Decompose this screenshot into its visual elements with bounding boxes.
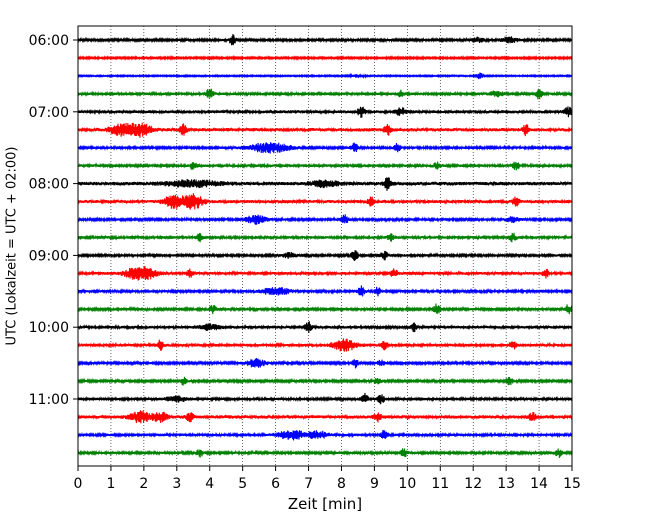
minute-grid bbox=[110, 26, 540, 466]
x-tick-label: 0 bbox=[74, 476, 83, 492]
y-tick-label: 09:00 bbox=[29, 248, 69, 264]
x-tick-label: 1 bbox=[106, 476, 115, 492]
x-tick-label: 11 bbox=[431, 476, 449, 492]
seismogram-trace-1115 bbox=[77, 410, 573, 424]
y-tick-label: 06:00 bbox=[29, 33, 69, 49]
seismogram-trace-0915 bbox=[77, 265, 573, 281]
seismogram-trace-1045 bbox=[77, 376, 573, 386]
seismogram-trace-0645 bbox=[77, 88, 573, 100]
seismogram-trace-0730 bbox=[77, 142, 573, 154]
seismogram-trace-1130 bbox=[77, 430, 573, 441]
x-tick-label: 14 bbox=[530, 476, 548, 492]
seismogram-trace-0900 bbox=[77, 250, 573, 261]
x-tick-label: 5 bbox=[238, 476, 247, 492]
seismogram-trace-0600 bbox=[77, 33, 573, 46]
x-tick-label: 12 bbox=[464, 476, 482, 492]
seismogram-trace-1015 bbox=[77, 338, 573, 352]
seismogram-traces bbox=[77, 33, 573, 458]
seismogram-trace-0845 bbox=[77, 232, 573, 243]
x-tick-label: 13 bbox=[497, 476, 515, 492]
x-tick-label: 6 bbox=[271, 476, 280, 492]
seismogram-trace-0815 bbox=[77, 193, 573, 210]
seismogram-trace-0615 bbox=[77, 54, 573, 61]
seismogram-trace-1100 bbox=[77, 392, 573, 405]
seismogram-trace-1000 bbox=[77, 321, 573, 334]
seismogram-trace-0630 bbox=[77, 72, 573, 80]
x-tick-label: 9 bbox=[370, 476, 379, 492]
y-axis-ticks: 06:00 07:00 08:00 09:00 10:00 11:00 bbox=[29, 33, 78, 408]
y-tick-label: 07:00 bbox=[29, 105, 69, 121]
x-tick-label: 10 bbox=[398, 476, 416, 492]
seismogram-trace-1030 bbox=[77, 358, 573, 369]
seismogram-trace-0745 bbox=[77, 161, 573, 171]
seismogram-trace-0800 bbox=[77, 177, 573, 191]
x-axis-label: Zeit [min] bbox=[288, 495, 362, 513]
x-tick-label: 8 bbox=[337, 476, 346, 492]
y-tick-label: 11:00 bbox=[29, 392, 69, 408]
y-axis-label: UTC (Lokalzeit = UTC + 02:00) bbox=[5, 147, 20, 346]
x-tick-label: 7 bbox=[304, 476, 313, 492]
x-tick-label: 4 bbox=[205, 476, 214, 492]
x-tick-label: 3 bbox=[172, 476, 181, 492]
seismogram-trace-0715 bbox=[77, 122, 573, 138]
x-axis-ticks: 0 1 2 3 4 5 6 7 8 9 10 11 12 13 14 15 bbox=[74, 466, 581, 492]
seismogram-trace-0830 bbox=[77, 214, 573, 225]
seismogram-trace-0945 bbox=[77, 303, 573, 315]
plot-frame bbox=[77, 25, 573, 467]
seismogram-trace-0930 bbox=[77, 285, 573, 297]
seismogram-trace-0700 bbox=[77, 106, 573, 118]
y-tick-label: 10:00 bbox=[29, 320, 69, 336]
seismogram-trace-1145 bbox=[77, 448, 573, 458]
y-tick-label: 08:00 bbox=[29, 177, 69, 193]
x-tick-label: 15 bbox=[563, 476, 581, 492]
x-tick-label: 2 bbox=[139, 476, 148, 492]
